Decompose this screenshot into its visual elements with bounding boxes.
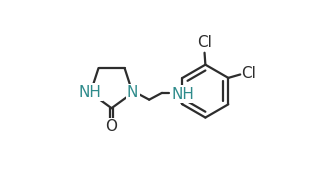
- Text: Cl: Cl: [241, 66, 257, 81]
- Text: Cl: Cl: [197, 35, 212, 50]
- Text: NH: NH: [79, 84, 102, 99]
- Text: NH: NH: [172, 87, 195, 102]
- Text: O: O: [106, 119, 118, 134]
- Text: N: N: [127, 85, 138, 100]
